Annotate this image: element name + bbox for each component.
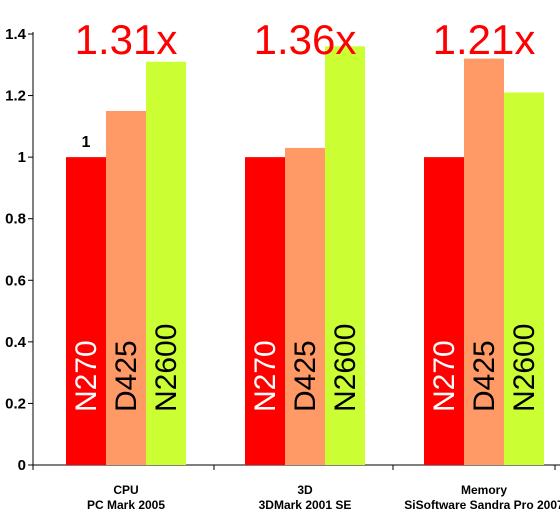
bar-series-label: D425 — [289, 340, 322, 412]
bar-d425-1 — [285, 147, 325, 465]
bar-series-label: D425 — [110, 340, 143, 412]
bar-data-label: 1 — [82, 134, 91, 151]
bar-n2600-1 — [325, 46, 365, 466]
bar-n2600-2 — [504, 92, 544, 465]
bar-series-label: N2600 — [329, 324, 362, 412]
bar-series-label: D425 — [468, 340, 501, 412]
x-category-label: 3DMark 2001 SE — [259, 498, 352, 512]
chart-axes: 0 0.2 0.4 0.6 0.8 1 1.2 1.4 — [5, 26, 560, 474]
x-category-label: Memory — [461, 483, 507, 497]
x-category-label: SiSoftware Sandra Pro 2007 — [404, 498, 560, 512]
y-tick-label: 1.2 — [5, 88, 26, 105]
y-tick-label: 0.4 — [5, 334, 27, 351]
x-category-label: 3D — [297, 483, 313, 497]
y-tick-label: 0.2 — [5, 395, 26, 412]
x-category-label: PC Mark 2005 — [87, 498, 165, 512]
bar-n2600-0 — [146, 61, 186, 465]
bar-series-label: N270 — [249, 340, 282, 412]
x-category-label: CPU — [113, 483, 138, 497]
bar-d425-2 — [464, 58, 504, 465]
bar-series-label: N270 — [70, 340, 103, 412]
y-tick-label: 1.4 — [5, 26, 27, 43]
y-tick-label: 1 — [18, 149, 26, 166]
bar-n270-0 — [66, 157, 106, 465]
bar-d425-0 — [106, 110, 146, 465]
y-tick-label: 0.8 — [5, 211, 26, 228]
ratio-label: 1.31x — [75, 16, 178, 63]
y-tick-label: 0 — [18, 457, 26, 474]
y-tick-label: 0.6 — [5, 272, 26, 289]
ratio-label: 1.36x — [254, 16, 357, 63]
bar-series-label: N270 — [428, 340, 461, 412]
bar-n270-2 — [424, 157, 464, 465]
bar-series-label: N2600 — [150, 324, 183, 412]
bar-n270-1 — [245, 157, 285, 465]
bar-series-label: N2600 — [508, 324, 541, 412]
ratio-label: 1.21x — [433, 16, 536, 63]
